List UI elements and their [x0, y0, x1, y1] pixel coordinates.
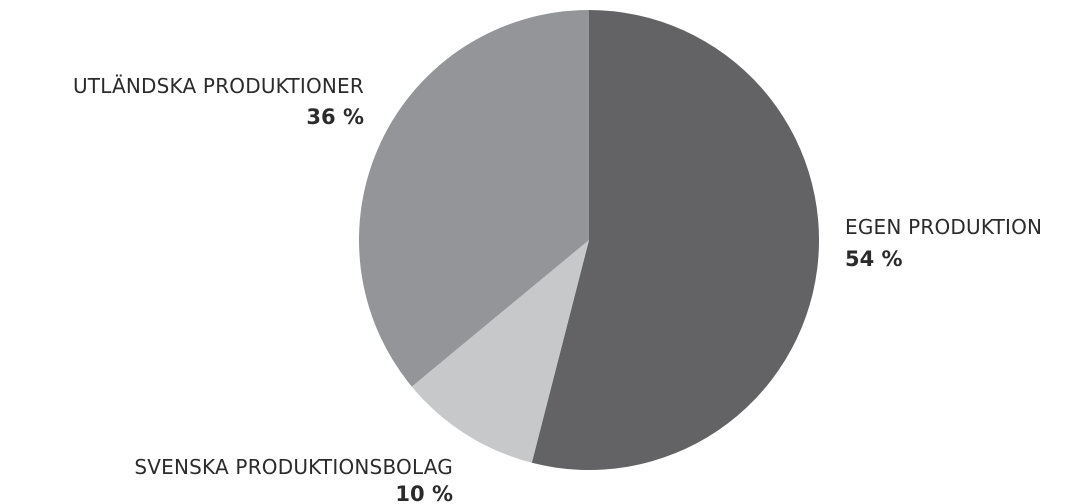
slice-value-svenska-produktionsbolag: 10 % — [395, 482, 453, 504]
slice-label-svenska-produktionsbolag: SVENSKA PRODUKTIONSBOLAG — [134, 455, 453, 479]
label-svenska-produktionsbolag: SVENSKA PRODUKTIONSBOLAG 10 % — [134, 455, 453, 504]
slice-value-utlandska-produktioner: 36 % — [306, 105, 364, 129]
label-egen-produktion: EGEN PRODUKTION 54 % — [845, 215, 1042, 271]
pie-slice-utlandska-produktioner — [358, 10, 589, 387]
pie-slice-svenska-produktionsbolag — [411, 240, 589, 463]
slice-value-egen-produktion: 54 % — [845, 247, 903, 271]
label-utlandska-produktioner: UTLÄNDSKA PRODUKTIONER 36 % — [73, 74, 364, 129]
slice-label-egen-produktion: EGEN PRODUKTION — [845, 215, 1042, 239]
pie-slice-egen-produktion — [531, 9, 820, 471]
pie-slices — [358, 9, 820, 471]
slice-label-utlandska-produktioner: UTLÄNDSKA PRODUKTIONER — [73, 74, 364, 98]
